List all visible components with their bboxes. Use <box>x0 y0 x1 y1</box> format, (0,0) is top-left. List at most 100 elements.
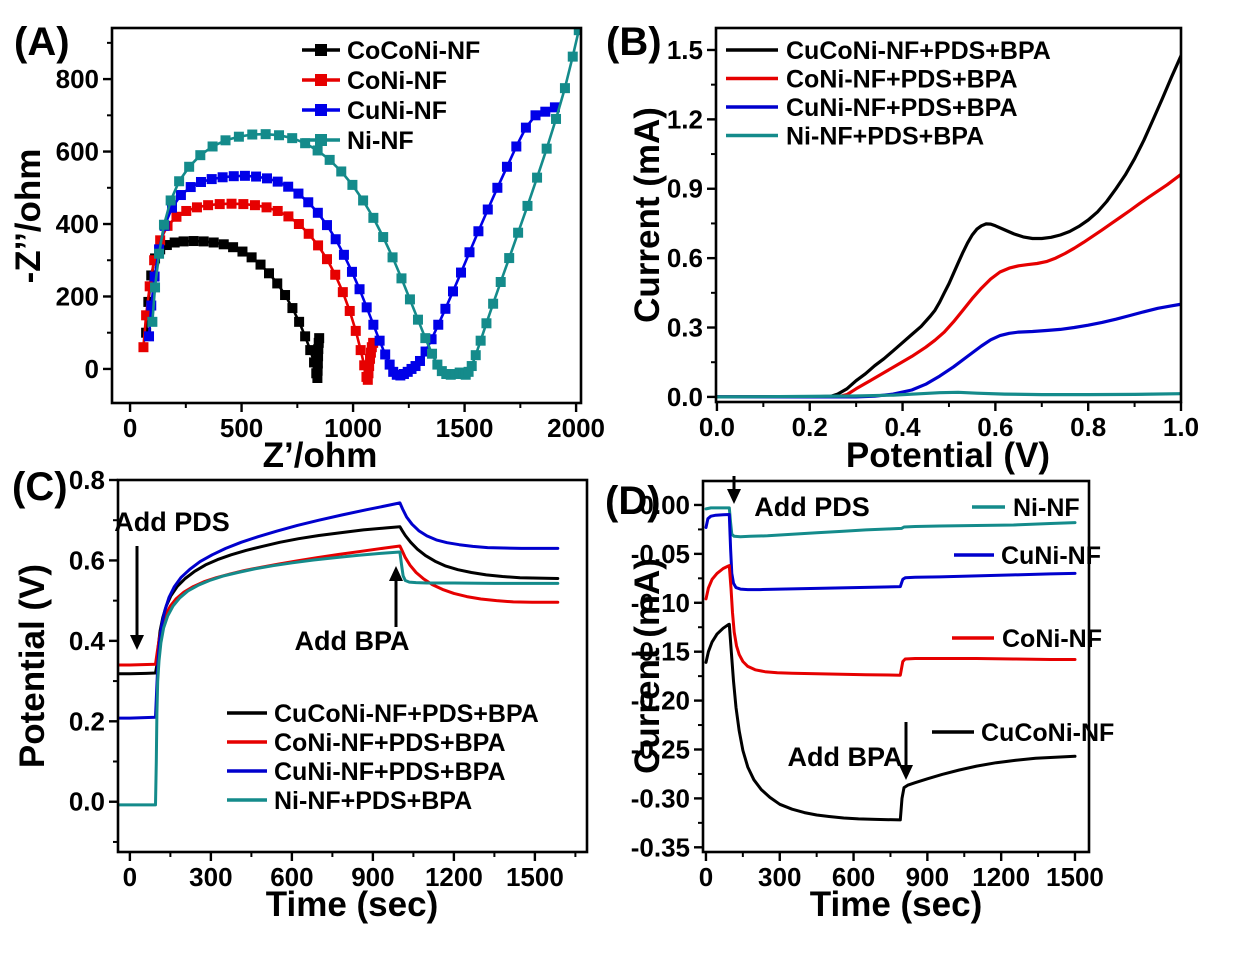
panel-A-marker <box>365 347 376 358</box>
panel-C-plot-box <box>116 478 589 854</box>
legend-item-label: CuNi-NF <box>347 97 447 125</box>
panel-A-marker <box>559 83 570 94</box>
panel-B-x-axis-label: Potential (V) <box>846 436 1050 475</box>
panel-A-marker <box>203 200 214 211</box>
panel-D-inline-label: Ni-NF <box>972 494 1080 522</box>
panel-A-marker <box>293 188 304 199</box>
panel-D-x-tick-label: 1500 <box>1046 862 1104 892</box>
panel-D-x-axis-label: Time (sec) <box>810 885 983 924</box>
panel-A-marker <box>188 236 199 247</box>
panel-D-x-tick-label: 1200 <box>972 862 1030 892</box>
legend-item-label: CoNi-NF+PDS+BPA <box>786 66 1018 94</box>
panel-A-marker <box>239 170 250 181</box>
panel-A-marker <box>149 271 160 282</box>
panel-D-series-CoNi-NF <box>704 564 1077 677</box>
panel-A-marker <box>195 150 206 161</box>
panel-B: 0.0 0.2 0.4 0.6 0.8 1.0 0.0 0.3 0.6 0.9 1.2 1.5 Pote… <box>606 20 1199 475</box>
annotation-text: Add PDS <box>754 492 870 522</box>
panel-D-x-tick-label: 0 <box>699 862 713 892</box>
panel-A-marker <box>511 141 522 152</box>
panel-A-plot-box <box>110 26 583 405</box>
panel-C-series-CuNi-NF+PDS+BPA <box>118 501 560 720</box>
panel-A-marker <box>206 174 217 185</box>
panel-A-marker <box>195 176 206 187</box>
panel-A-marker <box>178 236 189 247</box>
panel-A-marker <box>246 252 257 263</box>
panel-A-marker <box>312 365 323 376</box>
annotation-text: Add BPA <box>788 742 903 772</box>
panel-A-marker <box>412 314 423 325</box>
panel-A-marker <box>513 227 524 238</box>
panel-A-marker <box>540 106 551 117</box>
panel-C-annotation-arrow-head <box>389 566 403 581</box>
panel-A-marker <box>313 351 324 362</box>
panel-A-marker <box>530 110 541 121</box>
panel-A-marker <box>312 207 323 218</box>
panel-A-marker <box>198 236 209 247</box>
panel-C-x-tick-label: 600 <box>270 862 313 892</box>
legend-item-label: CoNi-NF+PDS+BPA <box>274 729 506 757</box>
panel-A-marker <box>214 199 225 210</box>
panel-A-marker <box>358 195 369 206</box>
panel-A-marker <box>456 267 467 278</box>
panel-D-inline-label: CuNi-NF <box>954 542 1101 570</box>
panel-A-marker <box>520 122 531 133</box>
panel-A-marker <box>330 269 341 280</box>
panel-A-marker <box>217 172 228 183</box>
legend-item-label: CuCoNi-NF+PDS+BPA <box>786 37 1051 65</box>
panel-C-x-axis-label: Time (sec) <box>266 885 439 924</box>
panel-D-x-tick-label: 600 <box>832 862 875 892</box>
panel-A-marker <box>362 374 373 385</box>
panel-A-marker <box>363 368 374 379</box>
panel-A-marker <box>532 172 543 183</box>
panel-D-y-tick-label: -0.15 <box>631 637 690 667</box>
panel-A-marker <box>283 211 294 222</box>
panel-A-marker <box>347 179 358 190</box>
panel-A-letter: (A) <box>14 20 70 64</box>
panel-A-marker <box>287 303 298 314</box>
panel-A-marker <box>404 294 415 305</box>
panel-A-y-tick-label: 0 <box>85 354 99 384</box>
panel-A-marker <box>313 344 324 355</box>
panel-A-marker <box>504 253 515 264</box>
legend-item-label: CuNi-NF+PDS+BPA <box>786 94 1018 122</box>
panel-A-marker <box>161 240 172 251</box>
panel-A-marker <box>324 154 335 165</box>
panel-A-marker <box>492 182 503 193</box>
panel-C-y-axis-label: Potential (V) <box>13 564 52 768</box>
panel-D-inline-label: CuCoNi-NF <box>932 719 1114 747</box>
panel-B-y-tick-label: 0.6 <box>667 243 703 273</box>
panel-A-marker <box>251 171 262 182</box>
panel-A-marker <box>567 51 578 62</box>
panel-A-y-tick-label: 600 <box>56 137 99 167</box>
panel-A-marker <box>368 319 379 330</box>
panel-A-marker <box>420 346 431 357</box>
panel-A-marker <box>321 220 332 231</box>
panel-A-marker <box>154 248 165 259</box>
panel-A-marker <box>218 239 229 250</box>
panel-A-marker <box>169 237 180 248</box>
panel-A-marker <box>303 228 314 239</box>
panel-A-marker <box>463 366 474 377</box>
panel-C-y-tick-label: 0.4 <box>69 626 106 656</box>
panel-C-annotation: Add PDS <box>114 507 230 650</box>
panel-A-marker <box>255 259 266 270</box>
panel-D-plot-box <box>701 479 1091 854</box>
panel-A-marker <box>181 205 192 216</box>
panel-C-annotation-arrow-head <box>130 635 144 650</box>
panel-A-marker <box>300 331 311 342</box>
panel-A-marker <box>184 161 195 172</box>
panel-A-marker <box>482 204 493 215</box>
panel-A-marker <box>420 333 431 344</box>
panel-A-marker <box>228 242 239 253</box>
panel-A-marker <box>355 345 366 356</box>
panel-D-letter: (D) <box>605 479 661 523</box>
panel-C-x-tick-label: 1500 <box>506 862 564 892</box>
panel-A-marker <box>414 355 425 366</box>
panel-A-marker <box>146 300 157 311</box>
panel-C-letter: (C) <box>12 465 68 509</box>
panel-B-legend: CuCoNi-NF+PDS+BPACoNi-NF+PDS+BPACuNi-NF+… <box>726 37 1051 151</box>
panel-A-marker <box>573 28 581 36</box>
